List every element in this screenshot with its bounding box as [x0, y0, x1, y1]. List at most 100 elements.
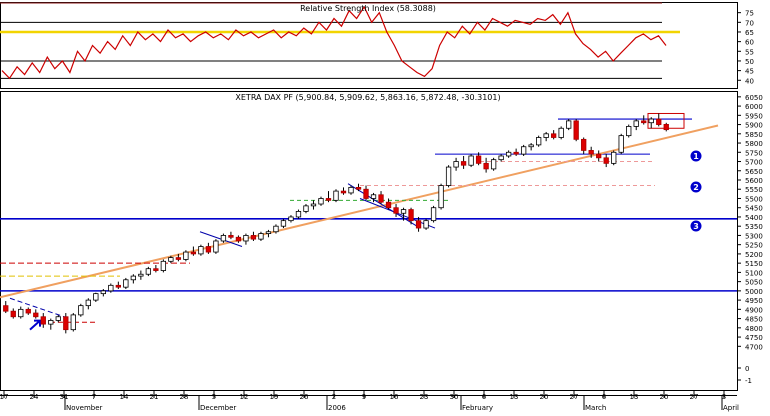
candle-body	[596, 153, 602, 159]
candle-group	[3, 113, 669, 334]
rsi-title: Relative Strength Index (58.3088)	[300, 4, 436, 13]
candle-body	[445, 166, 452, 186]
price-y-tick-label: 5950	[745, 112, 763, 120]
x-tick-label: 30	[450, 393, 459, 401]
candle-body	[641, 120, 647, 124]
price-y-tick-label: 5550	[745, 186, 763, 194]
candle-body	[581, 138, 587, 151]
candle-body	[280, 220, 287, 227]
rsi-reference-lines	[0, 2, 680, 79]
price-y-tick-label: 5850	[745, 131, 763, 139]
month-label: March	[585, 404, 606, 412]
candle-body	[513, 151, 519, 155]
x-axis: 17 24 31 7 14 21 28 5 12 19 26 2 9 16 23 30 6 13 20 27 6 13 20…	[0, 391, 739, 412]
rsi-y-tick-label: 75	[745, 10, 754, 18]
candle-body	[40, 316, 46, 325]
candle-body	[333, 190, 339, 201]
price-y-tick-label: 4750	[745, 334, 763, 342]
x-tick-label: 6	[602, 393, 607, 401]
price-panel-frame	[0, 91, 738, 391]
candle-body	[430, 207, 437, 222]
candle-body	[566, 120, 572, 129]
price-y-tick-label: 4950	[745, 297, 763, 305]
price-y-tick-label: 5150	[745, 260, 763, 268]
marker-circle	[690, 150, 702, 162]
candle-body	[48, 320, 54, 325]
x-tick-label: 26	[300, 393, 309, 401]
price-y-tick-label: 5600	[745, 177, 763, 185]
candle-body	[340, 190, 347, 194]
candle-body	[415, 220, 422, 229]
price-y-tick-label: 6000	[745, 103, 763, 111]
price-y-tick-label: 5800	[745, 140, 763, 148]
candle-body	[310, 203, 317, 207]
x-tick-label: 2	[332, 393, 336, 401]
x-tick-label: 23	[420, 393, 429, 401]
candle-body	[468, 155, 474, 166]
candle-body	[295, 211, 302, 218]
price-y-tick-label: 6050	[745, 94, 763, 102]
price-y-tick-label: 5900	[745, 122, 763, 130]
rsi-series-group	[1, 5, 667, 80]
price-y-tick-label: 5500	[745, 195, 763, 203]
candle-body	[536, 137, 542, 146]
candle-body	[611, 151, 617, 164]
x-tick-label: 27	[570, 393, 579, 401]
price-y-tick-label: 5650	[745, 168, 763, 176]
candle-body	[490, 159, 497, 170]
candle-body	[648, 118, 654, 124]
x-tick-label: 20	[660, 393, 669, 401]
x-tick-label: 19	[270, 393, 279, 401]
x-tick-label: 21	[150, 393, 159, 401]
x-tick-label: 5	[212, 393, 216, 401]
candle-body	[115, 284, 121, 288]
candle-body	[228, 235, 234, 238]
marker-circle	[690, 181, 702, 193]
x-tick-label: 6	[482, 393, 487, 401]
month-label: 2006	[328, 404, 346, 412]
candle-body	[543, 133, 549, 138]
candle-body	[498, 155, 504, 161]
price-y-tick-label: 5400	[745, 214, 763, 222]
candle-body	[505, 151, 512, 157]
candle-body	[460, 161, 467, 166]
rsi-y-tick-label: 60	[745, 39, 754, 47]
extra-y-tick-label: -1	[745, 377, 752, 385]
candle-body	[18, 308, 24, 318]
candle-body	[205, 246, 212, 253]
candle-body	[318, 198, 324, 205]
rsi-y-tick-label: 70	[745, 19, 754, 27]
marker-label: 1	[693, 152, 699, 161]
candle-body	[130, 275, 137, 281]
candle-body	[438, 185, 444, 209]
candle-body	[93, 293, 99, 301]
arrow-icon	[29, 319, 41, 331]
marker-label: 2	[693, 183, 699, 192]
candle-body	[25, 308, 31, 314]
price-y-tick-label: 5100	[745, 269, 763, 277]
candle-body	[198, 246, 204, 255]
month-label: February	[462, 404, 493, 412]
candle-body	[78, 305, 84, 316]
candle-body	[63, 316, 69, 331]
x-tick-label: 3	[722, 393, 726, 401]
candle-body	[168, 257, 174, 262]
candle-body	[160, 260, 167, 271]
candle-body	[100, 290, 106, 295]
candle-body	[385, 201, 392, 209]
candle-body	[453, 161, 459, 168]
candle-body	[33, 312, 39, 318]
marker-label: 3	[693, 222, 699, 231]
candle-body	[175, 257, 182, 260]
candle-body	[183, 251, 189, 260]
rsi-y-tick-label: 50	[745, 58, 754, 66]
candle-body	[370, 194, 377, 199]
candle-body	[618, 135, 624, 153]
candle-body	[558, 127, 564, 138]
x-tick-label: 14	[120, 393, 129, 401]
candle-body	[250, 235, 257, 240]
x-tick-label: 27	[690, 393, 699, 401]
candle-body	[355, 186, 362, 190]
candle-body	[10, 310, 16, 318]
